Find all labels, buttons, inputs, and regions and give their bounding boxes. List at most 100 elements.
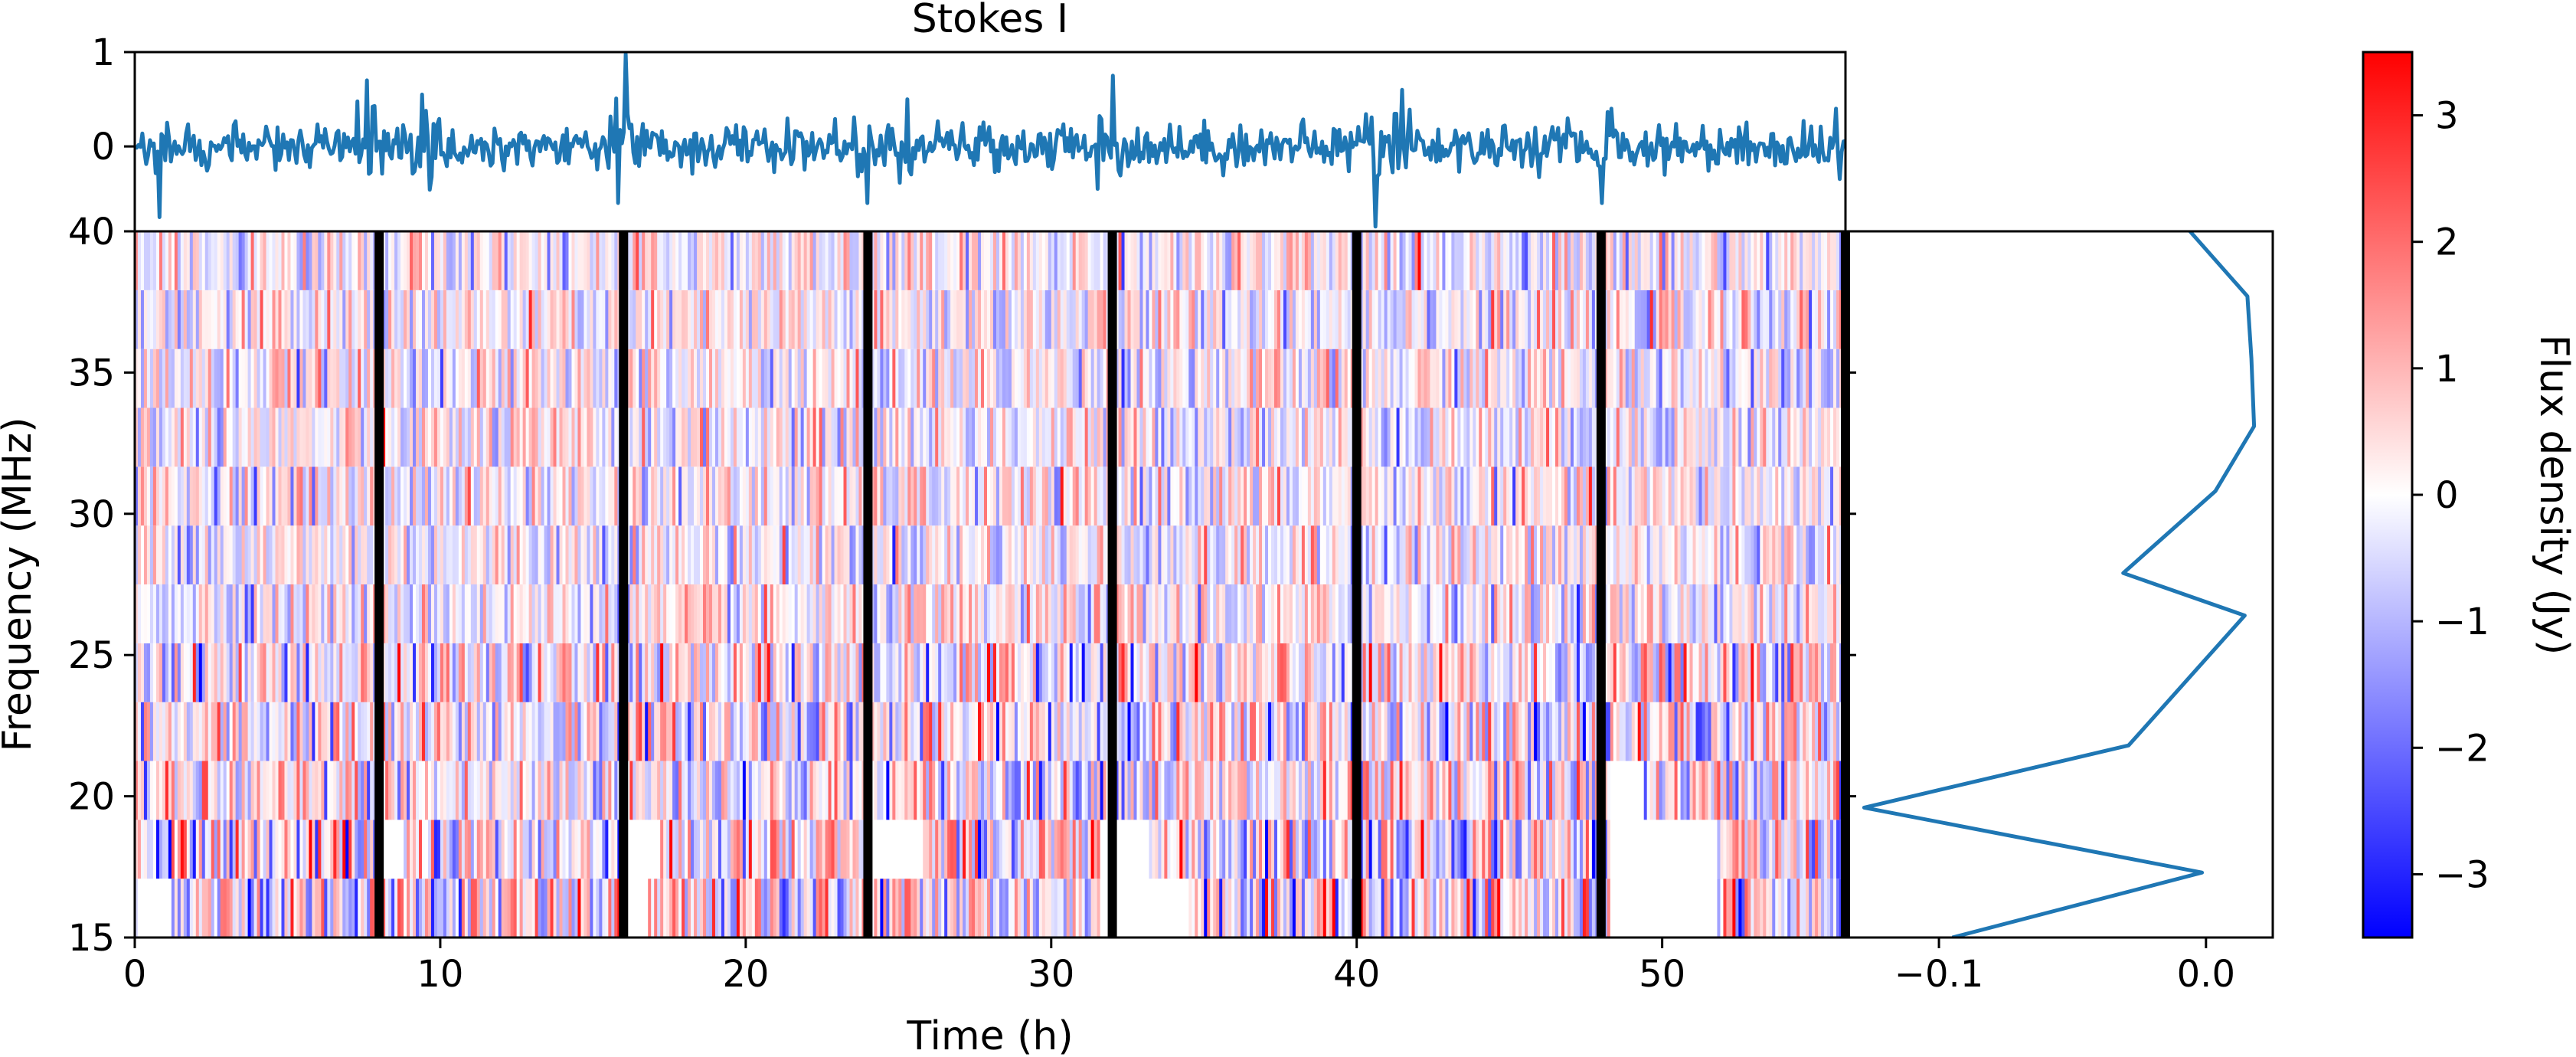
heatmap-cell — [947, 879, 951, 938]
heatmap-cell — [1634, 466, 1639, 526]
heatmap-cell — [1433, 879, 1437, 938]
heatmap-cell — [1020, 643, 1025, 702]
heatmap-cell — [730, 525, 734, 584]
heatmap-cell — [895, 761, 899, 820]
heatmap-cell — [1766, 643, 1770, 702]
heatmap-cell — [1298, 584, 1303, 643]
heatmap-cell — [587, 584, 591, 643]
heatmap-cell — [504, 643, 508, 702]
heatmap-cell — [1522, 466, 1525, 526]
heatmap-cell — [1295, 584, 1299, 643]
heatmap-cell — [1558, 466, 1562, 526]
heatmap-cell — [1442, 702, 1447, 761]
heatmap-cell — [705, 820, 710, 879]
heatmap-cell — [1265, 702, 1269, 761]
heatmap-cell — [1591, 525, 1596, 584]
heatmap-cell — [907, 584, 911, 643]
heatmap-cell — [1115, 702, 1120, 761]
heatmap-cell — [1298, 407, 1303, 467]
heatmap-cell — [688, 407, 691, 467]
heatmap-cell — [1582, 525, 1587, 584]
heatmap-cell — [467, 407, 472, 467]
heatmap-cell — [149, 525, 154, 584]
heatmap-cell — [1433, 466, 1437, 526]
heatmap-cell — [1225, 584, 1229, 643]
heatmap-cell — [1491, 584, 1495, 643]
heatmap-cell — [990, 466, 994, 526]
heatmap-cell — [972, 820, 976, 879]
heatmap-cell — [284, 407, 289, 467]
heatmap-cell — [1466, 820, 1470, 879]
heatmap-cell — [1250, 407, 1254, 467]
heatmap-cell — [889, 407, 893, 467]
heatmap-cell — [657, 879, 661, 938]
heatmap-cell — [705, 466, 710, 526]
heatmap-cell — [767, 466, 771, 526]
heatmap-cell — [1451, 584, 1455, 643]
heatmap-cell — [1698, 761, 1703, 820]
heatmap-cell — [253, 584, 258, 643]
heatmap-cell — [226, 466, 230, 526]
heatmap-cell — [1518, 407, 1522, 467]
heatmap-cell — [745, 761, 750, 820]
heatmap-cell — [920, 820, 924, 879]
heatmap-cell — [1512, 525, 1516, 584]
heatmap-cell — [1093, 702, 1098, 761]
heatmap-cell — [1247, 525, 1250, 584]
heatmap-cell — [1698, 466, 1703, 526]
heatmap-cell — [1368, 525, 1373, 584]
heatmap-cell — [1637, 584, 1642, 643]
heatmap-cell — [385, 584, 389, 643]
heatmap-cell — [1268, 407, 1272, 467]
heatmap-cell — [1417, 761, 1422, 820]
heatmap-cell — [926, 761, 930, 820]
heatmap-cell — [1613, 525, 1617, 584]
heatmap-cell — [1790, 761, 1794, 820]
heatmap-cell — [1329, 820, 1333, 879]
heatmap-cell — [1256, 702, 1260, 761]
heatmap-cell — [1821, 820, 1825, 879]
heatmap-cell — [1818, 466, 1822, 526]
heatmap-cell — [1683, 879, 1688, 938]
heatmap-cell — [1213, 466, 1217, 526]
heatmap-cell — [803, 879, 808, 938]
heatmap-cell — [1796, 820, 1800, 879]
heatmap-cell — [321, 879, 325, 938]
heatmap-cell — [135, 525, 139, 584]
heatmap-cell — [1640, 643, 1645, 702]
heatmap-cell — [498, 525, 502, 584]
heatmap-cell — [1195, 466, 1198, 526]
heatmap-cell — [995, 702, 1000, 761]
heatmap-cell — [812, 466, 817, 526]
heatmap-cell — [1439, 879, 1443, 938]
heatmap-cell — [293, 407, 298, 467]
heatmap-cell — [574, 761, 579, 820]
heatmap-cell — [1506, 702, 1510, 761]
heatmap-cell — [1130, 761, 1135, 820]
heatmap-cell — [1695, 761, 1700, 820]
heatmap-cell — [467, 879, 472, 938]
heatmap-cell — [364, 584, 368, 643]
heatmap-cell — [574, 584, 579, 643]
heatmap-cell — [1335, 761, 1339, 820]
heatmap-cell — [135, 466, 139, 526]
heatmap-cell — [1588, 525, 1593, 584]
heatmap-cell — [953, 643, 957, 702]
heatmap-cell — [956, 407, 960, 467]
heatmap-cell — [1631, 879, 1636, 938]
heatmap-cell — [1371, 643, 1376, 702]
heatmap-cell — [1038, 643, 1043, 702]
heatmap-cell — [430, 466, 435, 526]
heatmap-cell — [1133, 879, 1138, 938]
heatmap-cell — [926, 407, 930, 467]
heatmap-cell — [999, 820, 1003, 879]
heatmap-cell — [1359, 643, 1364, 702]
heatmap-cell — [510, 525, 515, 584]
heatmap-cell — [1500, 407, 1504, 467]
heatmap-cell — [1500, 702, 1504, 761]
heatmap-cell — [1729, 879, 1733, 938]
heatmap-cell — [1708, 584, 1712, 643]
heatmap-cell — [1720, 879, 1724, 938]
heatmap-cell — [1787, 820, 1791, 879]
heatmap-cell — [669, 466, 673, 526]
